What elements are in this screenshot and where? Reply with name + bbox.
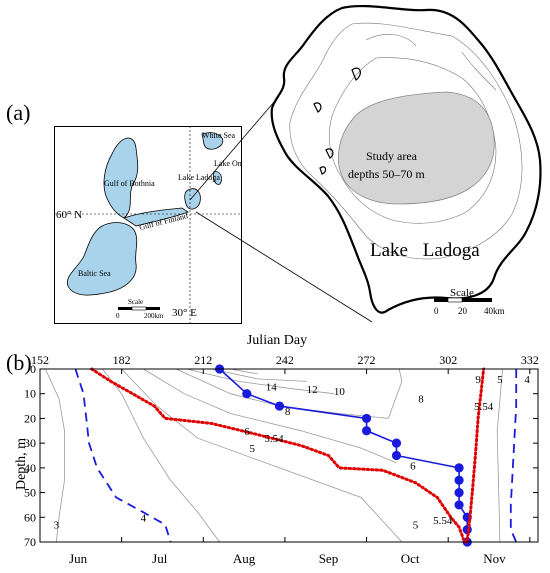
x-tick-label-242: 242 <box>276 353 294 367</box>
inset-scale-bar: Scale 0 200km <box>116 298 164 320</box>
contour-label-0: 14 <box>266 381 278 393</box>
lake-ladoga-name: Lake Ladoga <box>370 240 480 261</box>
contour-label-6: 5 <box>250 443 256 455</box>
study-depths-label: depths 50–70 m <box>348 167 425 181</box>
svg-text:0: 0 <box>116 312 120 320</box>
x-tick-label-272: 272 <box>358 353 376 367</box>
x-tick-label-212: 212 <box>194 353 212 367</box>
ladoga-map: Study area depths 50–70 m Lake Ladoga Sc… <box>270 4 542 316</box>
contour-label-11: 9 <box>475 374 481 386</box>
month-label-aug: Aug <box>233 551 256 566</box>
panel-a-label: (a) <box>6 100 31 125</box>
contour-label-8: 6 <box>410 460 416 472</box>
series-line-blue-dashed-3 <box>509 369 518 543</box>
depth-time-chart: Julian Day Depth, m 152 182 212 242 272 302 33… <box>14 333 539 566</box>
y-tick-label-60: 60 <box>24 510 36 524</box>
plot-frame <box>39 368 539 543</box>
month-label-sep: Sep <box>319 551 339 566</box>
contour-label-15: 4 <box>141 512 147 524</box>
series-point-9 <box>454 487 464 498</box>
x-axis-label: Julian Day <box>247 333 307 348</box>
y-tick-label-20: 20 <box>24 411 36 425</box>
svg-text:Scale: Scale <box>128 298 143 306</box>
series-point-7 <box>454 463 464 473</box>
white-sea-label: White Sea <box>202 131 236 140</box>
series-point-3 <box>361 413 372 424</box>
zoom-lines <box>189 87 373 323</box>
lake-onega-label: Lake Onega <box>214 159 242 168</box>
isotherm-10-7 <box>186 368 334 395</box>
contour-label-14: 4 <box>524 374 530 386</box>
inset-water <box>66 132 224 296</box>
y-tick-label-40: 40 <box>24 461 36 475</box>
baltic-inset-map: White Sea Gulf of Bothnia Lake Ladoga La… <box>54 126 242 324</box>
isotherm-6-4 <box>143 368 397 464</box>
chart-contours <box>45 368 503 543</box>
series-point-8 <box>454 475 464 485</box>
month-label-nov: Nov <box>483 551 506 566</box>
y-tick-label-0: 0 <box>30 362 36 376</box>
chart-labels: 152 182 212 242 272 302 332 0 10 20 30 40 50 60 70 Jun J… <box>24 353 539 566</box>
contour-label-13: 5 <box>497 374 503 386</box>
svg-text:Scale: Scale <box>450 287 474 299</box>
study-area-label: Study area <box>366 149 418 163</box>
contour-label-10: 5 <box>413 520 419 532</box>
series-point-5 <box>391 438 402 448</box>
month-label-jul: Jul <box>152 551 168 566</box>
isotherm-4-1 <box>102 368 220 543</box>
contour-label-3: 8 <box>285 406 291 418</box>
contour-label-2: 10 <box>334 386 346 398</box>
isotherm-8-6 <box>387 368 403 419</box>
x-tick-label-332: 332 <box>521 353 539 367</box>
svg-text:0: 0 <box>434 306 439 316</box>
y-tick-label-50: 50 <box>24 486 36 500</box>
svg-text:200km: 200km <box>144 312 164 320</box>
lon-30-label: 30° E <box>172 307 197 319</box>
y-tick-label-70: 70 <box>24 535 36 549</box>
series-point-4 <box>361 426 372 436</box>
contour-label-16: 3 <box>54 520 60 532</box>
contour-label-12: 5.54 <box>474 401 494 413</box>
panel-b-label: (b) <box>6 350 32 375</box>
inset-gridlines <box>54 126 242 324</box>
isotherm-5-3 <box>496 368 503 543</box>
x-tick-label-182: 182 <box>113 353 131 367</box>
depth-contours <box>289 22 523 260</box>
x-tick-label-152: 152 <box>31 353 49 367</box>
series-point-10 <box>454 500 464 510</box>
isotherm-14-9 <box>230 368 258 375</box>
chart-series <box>74 364 518 547</box>
ladoga-scale-bar: Scale 0 20 40km <box>434 287 505 316</box>
baltic-sea-label: Baltic Sea <box>78 269 111 278</box>
y-tick-label-30: 30 <box>24 436 36 450</box>
study-area <box>338 91 495 205</box>
series-point-2 <box>274 401 285 411</box>
month-label-oct: Oct <box>401 551 420 566</box>
series-point-6 <box>391 450 402 461</box>
month-label-jun: Jun <box>69 551 88 566</box>
lat-60-label: 60° N <box>56 209 82 221</box>
series-point-1 <box>242 389 252 399</box>
y-axis-label: Depth, m <box>14 438 29 490</box>
y-tick-label-10: 10 <box>24 387 36 401</box>
svg-text:20: 20 <box>458 306 468 316</box>
contour-label-9: 5.54 <box>433 515 453 527</box>
islands <box>313 67 361 175</box>
contour-label-4: 6 <box>244 426 250 438</box>
contour-label-1: 12 <box>307 384 318 396</box>
isotherm-5-2 <box>121 368 403 543</box>
chart-axes <box>39 368 539 543</box>
svg-text:40km: 40km <box>484 306 505 316</box>
isotherm-3-0 <box>45 368 65 543</box>
isotherm-8-5 <box>175 368 389 419</box>
contour-label-5: 5.54 <box>264 433 284 445</box>
gulf-bothnia-label: Gulf of Bothnia <box>104 179 155 188</box>
x-tick-label-302: 302 <box>439 353 457 367</box>
series-line-blue-dashed-2 <box>74 368 172 543</box>
contour-label-7: 8 <box>418 394 424 406</box>
series-line-red-dotted-1 <box>90 367 486 544</box>
isotherm-12-8 <box>211 368 307 382</box>
lake-ladoga-label: Lake Ladoga <box>178 173 220 182</box>
